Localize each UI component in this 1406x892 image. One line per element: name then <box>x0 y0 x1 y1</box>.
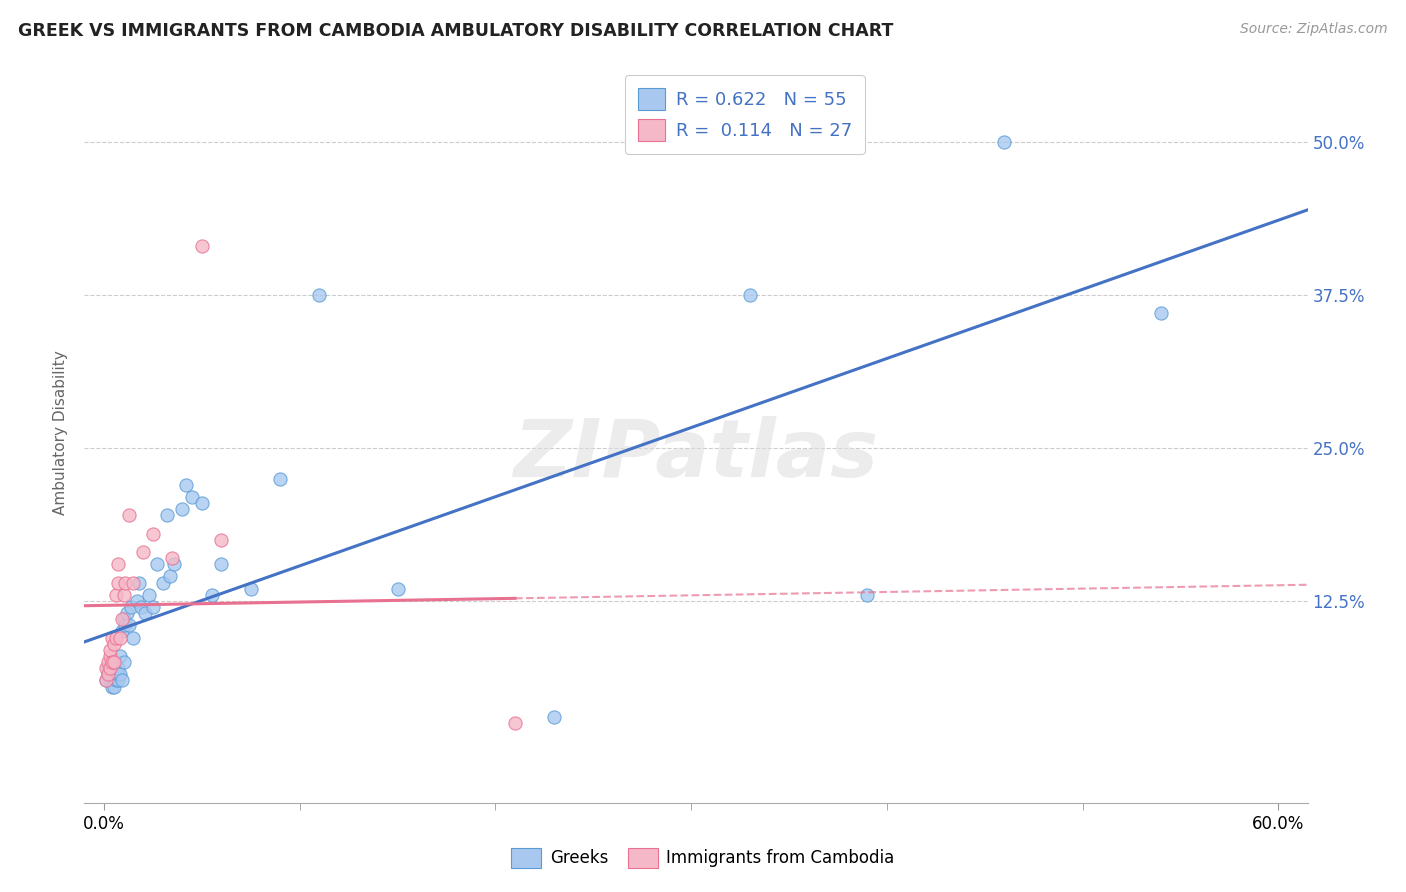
Point <box>108 667 131 681</box>
Point <box>107 575 129 590</box>
Point <box>98 673 121 688</box>
Text: ZIPatlas: ZIPatlas <box>513 416 879 494</box>
Point <box>127 594 149 608</box>
Point <box>103 637 125 651</box>
Point <box>209 557 232 571</box>
Point <box>120 599 142 614</box>
Point <box>104 667 127 681</box>
Point <box>98 648 121 663</box>
Point <box>98 661 121 675</box>
Point <box>114 575 136 590</box>
Point <box>138 588 160 602</box>
Point <box>118 618 141 632</box>
Point <box>110 624 132 639</box>
Point <box>98 643 121 657</box>
Legend: Greeks, Immigrants from Cambodia: Greeks, Immigrants from Cambodia <box>505 841 901 875</box>
Point <box>308 288 330 302</box>
Point <box>114 618 136 632</box>
Point <box>993 135 1015 149</box>
Point <box>112 588 135 602</box>
Point <box>97 667 120 681</box>
Point <box>142 526 165 541</box>
Point <box>104 631 127 645</box>
Point <box>100 655 122 669</box>
Point <box>122 631 145 645</box>
Point <box>107 667 129 681</box>
Point <box>103 655 125 669</box>
Point <box>738 288 761 302</box>
Point <box>163 557 186 571</box>
Point <box>94 673 117 688</box>
Point <box>134 606 156 620</box>
Point <box>100 680 122 694</box>
Point <box>112 655 135 669</box>
Point <box>97 661 120 675</box>
Point <box>174 477 197 491</box>
Point <box>107 557 129 571</box>
Point <box>103 661 125 675</box>
Point <box>387 582 409 596</box>
Point <box>103 680 125 694</box>
Point <box>110 673 132 688</box>
Point <box>856 588 879 602</box>
Point <box>103 667 125 681</box>
Point <box>98 661 121 675</box>
Point <box>117 606 139 620</box>
Point <box>162 551 184 566</box>
Point <box>128 575 150 590</box>
Point <box>132 545 155 559</box>
Point <box>94 673 117 688</box>
Point <box>94 661 117 675</box>
Point <box>181 490 204 504</box>
Point <box>97 655 120 669</box>
Point <box>97 667 120 681</box>
Point <box>112 612 135 626</box>
Point <box>122 575 145 590</box>
Point <box>108 631 131 645</box>
Point <box>159 569 181 583</box>
Point <box>110 612 132 626</box>
Point <box>98 667 121 681</box>
Legend: R = 0.622   N = 55, R =  0.114   N = 27: R = 0.622 N = 55, R = 0.114 N = 27 <box>626 75 865 153</box>
Point <box>104 673 127 688</box>
Point <box>104 588 127 602</box>
Point <box>104 661 127 675</box>
Point <box>107 673 129 688</box>
Point <box>1150 306 1173 320</box>
Point <box>172 502 194 516</box>
Point <box>200 588 222 602</box>
Y-axis label: Ambulatory Disability: Ambulatory Disability <box>53 351 69 515</box>
Point <box>108 648 131 663</box>
Text: GREEK VS IMMIGRANTS FROM CAMBODIA AMBULATORY DISABILITY CORRELATION CHART: GREEK VS IMMIGRANTS FROM CAMBODIA AMBULA… <box>18 22 894 40</box>
Point <box>142 599 165 614</box>
Point <box>503 716 526 731</box>
Point <box>152 575 174 590</box>
Point <box>155 508 177 523</box>
Point <box>107 661 129 675</box>
Point <box>118 508 141 523</box>
Point <box>239 582 262 596</box>
Point <box>100 667 122 681</box>
Point <box>146 557 169 571</box>
Point <box>100 655 122 669</box>
Point <box>191 496 214 510</box>
Point <box>129 599 152 614</box>
Point <box>209 533 232 547</box>
Point <box>269 471 291 485</box>
Text: Source: ZipAtlas.com: Source: ZipAtlas.com <box>1240 22 1388 37</box>
Point <box>543 710 565 724</box>
Point <box>100 631 122 645</box>
Point <box>191 239 214 253</box>
